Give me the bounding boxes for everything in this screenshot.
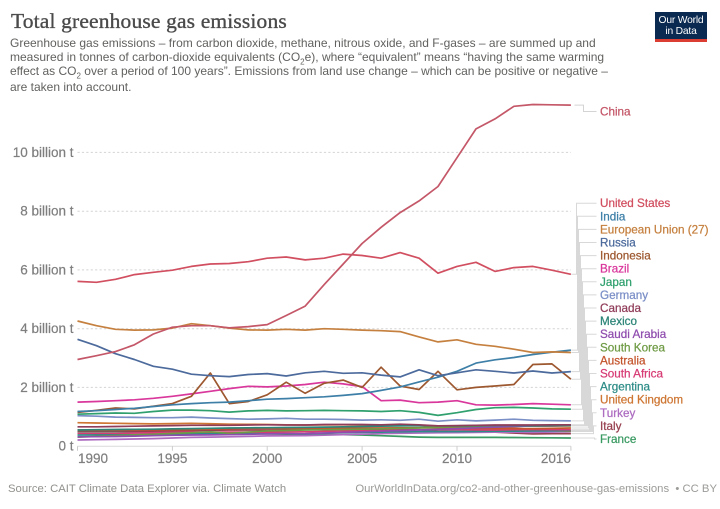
svg-text:Brazil: Brazil xyxy=(600,263,629,276)
svg-text:United States: United States xyxy=(600,197,670,210)
svg-text:France: France xyxy=(600,433,636,446)
svg-text:Australia: Australia xyxy=(600,354,646,367)
svg-text:United Kingdom: United Kingdom xyxy=(600,394,683,407)
svg-text:Canada: Canada xyxy=(600,302,641,315)
svg-text:European Union (27): European Union (27) xyxy=(600,223,709,236)
svg-text:South Africa: South Africa xyxy=(600,368,664,381)
svg-text:2005: 2005 xyxy=(347,451,377,466)
svg-text:Indonesia: Indonesia xyxy=(600,250,651,263)
svg-text:Mexico: Mexico xyxy=(600,315,638,328)
svg-text:10 billion t: 10 billion t xyxy=(13,145,74,160)
svg-text:1995: 1995 xyxy=(157,451,187,466)
svg-text:Russia: Russia xyxy=(600,237,636,250)
svg-text:Argentina: Argentina xyxy=(600,381,651,394)
svg-text:0 t: 0 t xyxy=(58,439,73,454)
svg-text:2 billion t: 2 billion t xyxy=(20,380,74,395)
svg-text:2016: 2016 xyxy=(541,451,571,466)
svg-text:China: China xyxy=(600,106,631,119)
svg-text:8 billion t: 8 billion t xyxy=(20,204,74,219)
svg-text:Turkey: Turkey xyxy=(600,407,635,420)
svg-text:1990: 1990 xyxy=(78,451,108,466)
svg-text:2010: 2010 xyxy=(442,451,472,466)
svg-text:4 billion t: 4 billion t xyxy=(20,321,74,336)
svg-text:Saudi Arabia: Saudi Arabia xyxy=(600,328,667,341)
svg-text:6 billion t: 6 billion t xyxy=(20,262,74,277)
svg-text:Germany: Germany xyxy=(600,289,648,302)
svg-text:2000: 2000 xyxy=(252,451,282,466)
svg-text:South Korea: South Korea xyxy=(600,341,665,354)
svg-text:Italy: Italy xyxy=(600,420,622,433)
svg-text:Japan: Japan xyxy=(600,276,632,289)
svg-text:India: India xyxy=(600,210,626,223)
